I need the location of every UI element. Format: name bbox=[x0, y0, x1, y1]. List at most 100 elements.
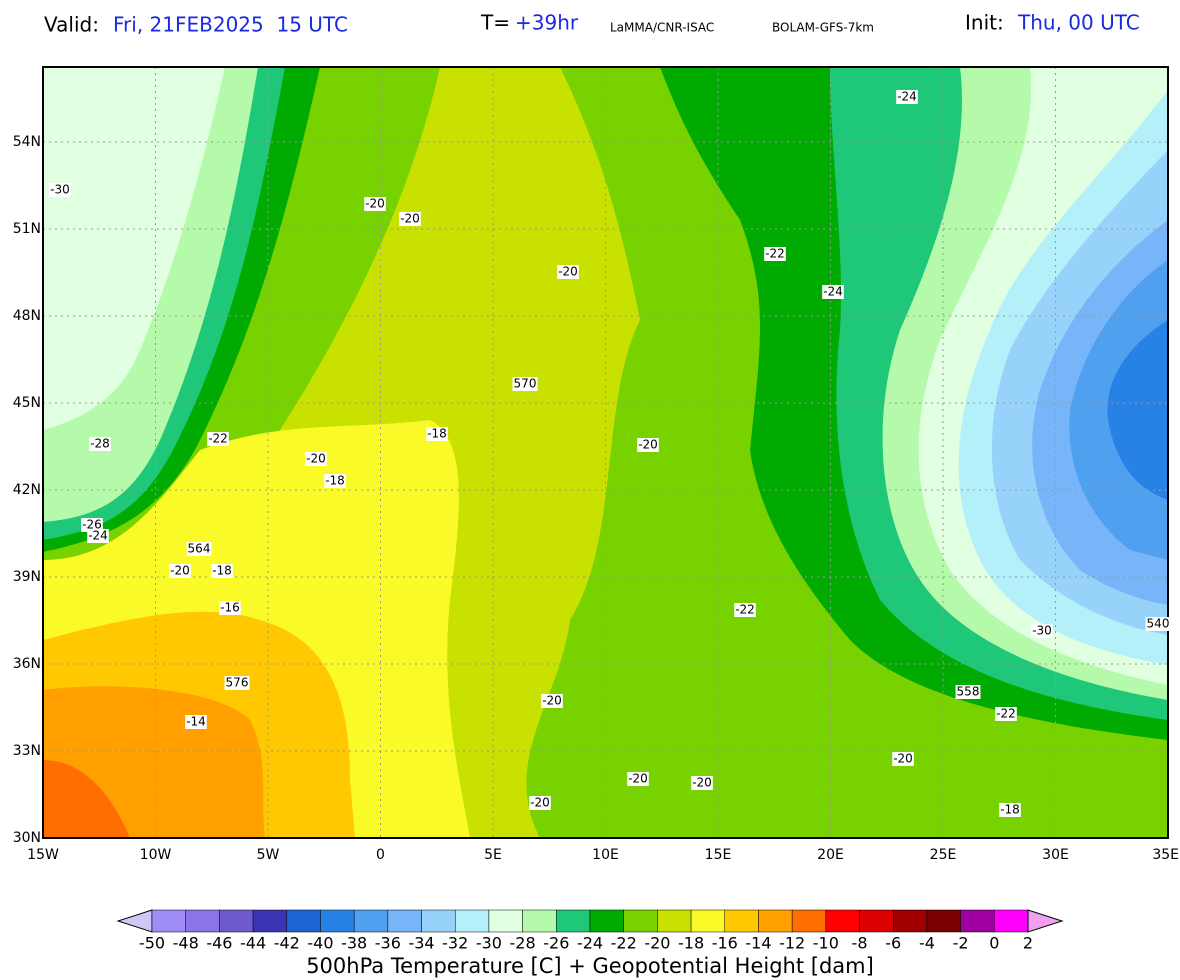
temperature-label-box bbox=[1031, 624, 1053, 638]
temperature-label: -20 bbox=[893, 752, 913, 766]
valid-time: Fri, 21FEB2025 15 UTC bbox=[113, 13, 348, 37]
temperature-label: -20 bbox=[530, 796, 550, 810]
temperature-label: -20 bbox=[558, 265, 578, 279]
temperature-label-box bbox=[89, 437, 111, 451]
lat-label: 42N bbox=[13, 482, 41, 498]
temperature-label-box bbox=[169, 564, 191, 578]
temperature-label: -28 bbox=[90, 437, 110, 451]
colorbar-label: -22 bbox=[611, 934, 637, 953]
colorbar-box bbox=[791, 909, 827, 933]
temperature-label-box bbox=[81, 518, 103, 532]
temperature-label-box bbox=[734, 603, 756, 617]
temperature-label: -18 bbox=[325, 474, 345, 488]
colorbar-label: -12 bbox=[779, 934, 805, 953]
temperature-label: -20 bbox=[692, 776, 712, 790]
colorbar-label: -32 bbox=[442, 934, 468, 953]
colorbar-box bbox=[522, 909, 557, 933]
temperature-label-box bbox=[896, 90, 918, 104]
map-frame bbox=[42, 66, 1169, 839]
init-label: Init: bbox=[965, 11, 1004, 35]
axis-labels: 15W 10W 5W 0 5E 10E 15E 20E 25E 30E 35E 54N 51N 48N 45… bbox=[13, 134, 1179, 863]
colorbar-box bbox=[589, 909, 624, 933]
colorbar-label: -16 bbox=[712, 934, 738, 953]
colorbar-label: -2 bbox=[953, 934, 969, 953]
temperature-label: -18 bbox=[212, 564, 232, 578]
colorbar-label: -18 bbox=[678, 934, 704, 953]
colorbar-box bbox=[185, 909, 220, 933]
colorbar-label: -42 bbox=[274, 934, 300, 953]
temperature-label: -22 bbox=[208, 432, 228, 446]
colorbar-box bbox=[488, 909, 523, 933]
colorbar-box bbox=[825, 909, 860, 933]
colorbar-label: -40 bbox=[307, 934, 333, 953]
temperature-label-box bbox=[557, 265, 579, 279]
lon-label: 15E bbox=[705, 847, 732, 863]
lon-label: 0 bbox=[376, 847, 385, 863]
temperature-label-box bbox=[399, 212, 421, 226]
temperature-label-box bbox=[822, 285, 844, 299]
temperature-label: -18 bbox=[427, 427, 447, 441]
lon-label: 5E bbox=[484, 847, 502, 863]
colorbar-box bbox=[657, 909, 692, 933]
colorbar-box bbox=[219, 909, 254, 933]
colorbar-box bbox=[892, 909, 928, 933]
lon-label: 10W bbox=[140, 847, 172, 863]
lon-label: 15W bbox=[27, 847, 59, 863]
temperature-label-box bbox=[995, 707, 1017, 721]
temperature-label-box bbox=[691, 776, 713, 790]
colorbar-box bbox=[454, 909, 490, 933]
temperature-label-box bbox=[637, 438, 659, 452]
height-label: 558 bbox=[957, 685, 980, 699]
colorbar-box bbox=[623, 909, 658, 933]
map-field bbox=[43, 67, 1168, 838]
temperature-label-box bbox=[892, 752, 914, 766]
colorbar-box bbox=[859, 909, 894, 933]
height-label-box bbox=[1145, 617, 1171, 631]
colorbar-label: -48 bbox=[173, 934, 199, 953]
temperature-label: -20 bbox=[365, 197, 385, 211]
lon-label: 5W bbox=[257, 847, 280, 863]
colorbar-label: -20 bbox=[644, 934, 670, 953]
height-label-box bbox=[186, 542, 212, 556]
lat-label: 30N bbox=[13, 830, 41, 846]
temperature-label-box bbox=[87, 529, 109, 543]
lat-label: 54N bbox=[13, 134, 41, 150]
colorbar-label: -24 bbox=[577, 934, 603, 953]
lon-label: 30E bbox=[1042, 847, 1069, 863]
colorbar-label: -14 bbox=[745, 934, 771, 953]
colorbar-box bbox=[353, 909, 389, 933]
temperature-label: -20 bbox=[542, 694, 562, 708]
height-label: 540 bbox=[1147, 617, 1170, 631]
colorbar-label: -50 bbox=[139, 934, 165, 953]
temperature-label: -20 bbox=[170, 564, 190, 578]
colorbar-label: 0 bbox=[989, 934, 999, 953]
colorbar-box bbox=[556, 909, 591, 933]
lat-label: 36N bbox=[13, 656, 41, 672]
lead-time: +39hr bbox=[515, 11, 579, 35]
temperature-label: -22 bbox=[735, 603, 755, 617]
height-label-box bbox=[224, 676, 250, 690]
temperature-label: -24 bbox=[88, 529, 108, 543]
colorbar-box bbox=[421, 909, 456, 933]
temperature-label: -22 bbox=[996, 707, 1016, 721]
valid-label: Valid: bbox=[44, 13, 99, 37]
temperature-label: -20 bbox=[638, 438, 658, 452]
colorbar-label: -4 bbox=[919, 934, 935, 953]
colorbar-label: 2 bbox=[1023, 934, 1033, 953]
temperature-label: -24 bbox=[823, 285, 843, 299]
lat-label: 51N bbox=[13, 221, 41, 237]
lon-label: 20E bbox=[817, 847, 844, 863]
temperature-label-box bbox=[529, 796, 551, 810]
temperature-label-box bbox=[627, 772, 649, 786]
colorbar-box bbox=[320, 909, 355, 933]
colorbar-label: -46 bbox=[206, 934, 232, 953]
lat-label: 33N bbox=[13, 743, 41, 759]
init-time: Thu, 00 UTC bbox=[1017, 11, 1140, 35]
temperature-label: -18 bbox=[1000, 803, 1020, 817]
colorbar-box bbox=[724, 909, 759, 933]
temperature-label-box bbox=[185, 715, 207, 729]
temperature-label: -14 bbox=[186, 715, 206, 729]
contour-labels: -30 -20 -20 -20 -22 -24 -24 -28 -22 -18 -20 -20 -18 -… bbox=[49, 90, 1171, 817]
colorbar-label: -38 bbox=[341, 934, 367, 953]
